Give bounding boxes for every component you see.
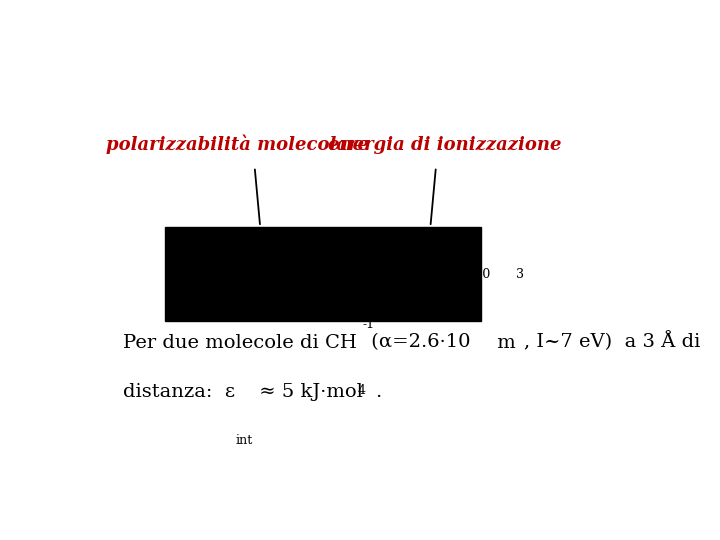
Text: Per due molecole di CH: Per due molecole di CH bbox=[124, 334, 357, 352]
Text: polarizzabilità molecolare: polarizzabilità molecolare bbox=[107, 134, 369, 154]
Text: distanza:  ε: distanza: ε bbox=[124, 383, 235, 401]
Text: ≈ 5 kJ·mol: ≈ 5 kJ·mol bbox=[253, 383, 363, 401]
Text: -30: -30 bbox=[471, 268, 491, 281]
Text: m: m bbox=[491, 334, 516, 352]
Text: 4: 4 bbox=[357, 384, 365, 397]
Text: 3: 3 bbox=[516, 268, 524, 281]
Text: energia di ionizzazione: energia di ionizzazione bbox=[328, 136, 561, 154]
Text: int: int bbox=[235, 434, 253, 447]
Text: , I~7 eV)  a 3 Å di: , I~7 eV) a 3 Å di bbox=[524, 332, 701, 352]
Text: .: . bbox=[375, 383, 381, 401]
FancyBboxPatch shape bbox=[166, 227, 481, 321]
Text: -1: -1 bbox=[363, 318, 375, 330]
Text: (α=2.6·10: (α=2.6·10 bbox=[365, 334, 471, 352]
